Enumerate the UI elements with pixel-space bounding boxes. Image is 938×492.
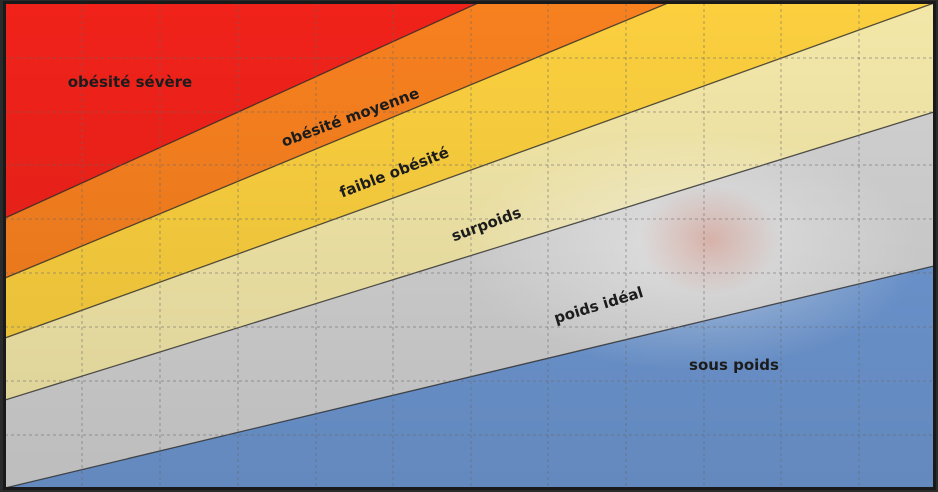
label-sous-poids: sous poids	[689, 356, 779, 374]
zone-boundary-line	[5, 3, 669, 279]
zone-boundary-line	[5, 265, 934, 488]
label-obesite-severe: obésité sévère	[68, 73, 192, 91]
zone-boundary-line	[5, 3, 934, 339]
zone-boundary-line	[5, 3, 479, 219]
plot-frame	[3, 1, 936, 490]
